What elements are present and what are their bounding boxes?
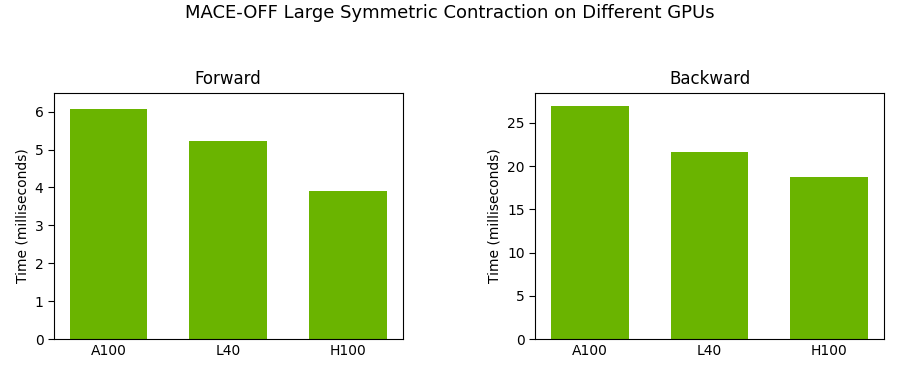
Bar	[551, 106, 628, 339]
Bar	[671, 151, 749, 339]
Title: Forward: Forward	[195, 70, 262, 88]
Bar	[190, 141, 267, 339]
Y-axis label: Time (milliseconds): Time (milliseconds)	[487, 148, 502, 283]
Bar	[790, 178, 868, 339]
Y-axis label: Time (milliseconds): Time (milliseconds)	[15, 148, 29, 283]
Bar	[70, 109, 147, 339]
Bar	[309, 191, 387, 339]
Text: MACE-OFF Large Symmetric Contraction on Different GPUs: MACE-OFF Large Symmetric Contraction on …	[184, 4, 715, 22]
Title: Backward: Backward	[669, 70, 751, 88]
